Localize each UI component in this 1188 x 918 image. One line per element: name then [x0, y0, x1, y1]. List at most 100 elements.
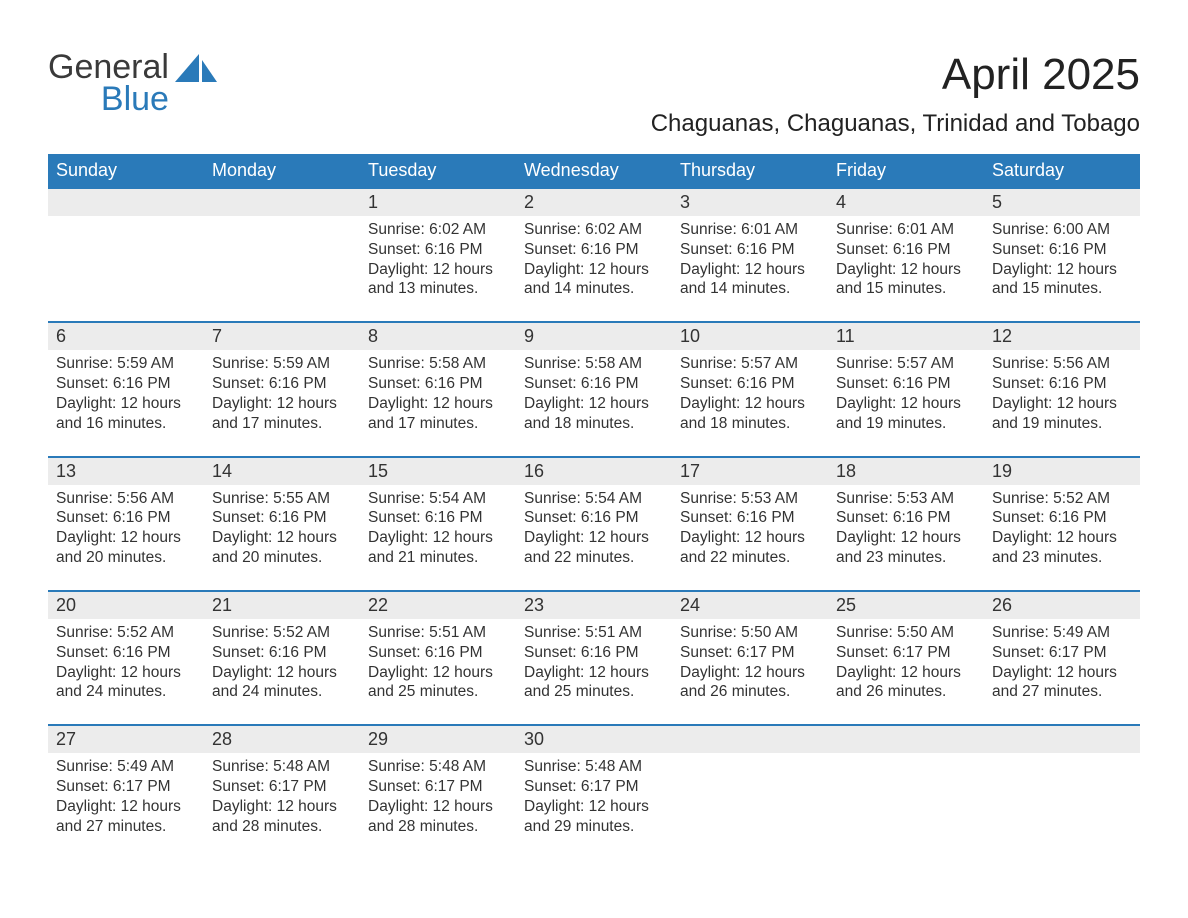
day-number-cell: 6 [48, 322, 204, 350]
sunrise-text: Sunrise: 6:02 AM [368, 220, 508, 240]
sunrise-text: Sunrise: 5:57 AM [680, 354, 820, 374]
day-number-cell: 7 [204, 322, 360, 350]
day-content-cell: Sunrise: 5:50 AMSunset: 6:17 PMDaylight:… [672, 619, 828, 725]
day-content-cell: Sunrise: 5:55 AMSunset: 6:16 PMDaylight:… [204, 485, 360, 591]
logo: General Blue [48, 50, 217, 116]
week-daynum-row: 12345 [48, 188, 1140, 216]
daylight-text: Daylight: 12 hours and 21 minutes. [368, 528, 508, 568]
week-daynum-row: 6789101112 [48, 322, 1140, 350]
day-number-cell: 23 [516, 591, 672, 619]
week-content-row: Sunrise: 5:49 AMSunset: 6:17 PMDaylight:… [48, 753, 1140, 858]
day-content-cell: Sunrise: 5:51 AMSunset: 6:16 PMDaylight:… [360, 619, 516, 725]
day-content-cell: Sunrise: 5:56 AMSunset: 6:16 PMDaylight:… [984, 350, 1140, 456]
sunset-text: Sunset: 6:16 PM [680, 240, 820, 260]
week-content-row: Sunrise: 5:56 AMSunset: 6:16 PMDaylight:… [48, 485, 1140, 591]
daylight-text: Daylight: 12 hours and 19 minutes. [836, 394, 976, 434]
day-content-cell: Sunrise: 5:57 AMSunset: 6:16 PMDaylight:… [828, 350, 984, 456]
day-number-cell: 11 [828, 322, 984, 350]
daylight-text: Daylight: 12 hours and 15 minutes. [836, 260, 976, 300]
sunset-text: Sunset: 6:16 PM [992, 508, 1132, 528]
sunset-text: Sunset: 6:16 PM [56, 374, 196, 394]
sunset-text: Sunset: 6:16 PM [212, 508, 352, 528]
day-number-cell: 4 [828, 188, 984, 216]
sunrise-text: Sunrise: 5:54 AM [368, 489, 508, 509]
weekday-header: Tuesday [360, 154, 516, 188]
daylight-text: Daylight: 12 hours and 23 minutes. [836, 528, 976, 568]
sunset-text: Sunset: 6:16 PM [368, 643, 508, 663]
day-number-cell: 17 [672, 457, 828, 485]
daylight-text: Daylight: 12 hours and 26 minutes. [836, 663, 976, 703]
sunrise-text: Sunrise: 5:50 AM [680, 623, 820, 643]
day-content-cell: Sunrise: 5:48 AMSunset: 6:17 PMDaylight:… [360, 753, 516, 858]
day-content-cell: Sunrise: 5:50 AMSunset: 6:17 PMDaylight:… [828, 619, 984, 725]
day-content-cell: Sunrise: 5:58 AMSunset: 6:16 PMDaylight:… [360, 350, 516, 456]
day-content-cell: Sunrise: 5:54 AMSunset: 6:16 PMDaylight:… [516, 485, 672, 591]
sunset-text: Sunset: 6:16 PM [992, 374, 1132, 394]
day-number-cell: 10 [672, 322, 828, 350]
week-daynum-row: 13141516171819 [48, 457, 1140, 485]
daylight-text: Daylight: 12 hours and 17 minutes. [212, 394, 352, 434]
sunset-text: Sunset: 6:17 PM [836, 643, 976, 663]
sunrise-text: Sunrise: 5:59 AM [212, 354, 352, 374]
sunrise-text: Sunrise: 5:48 AM [524, 757, 664, 777]
sunset-text: Sunset: 6:17 PM [680, 643, 820, 663]
day-content-cell [204, 216, 360, 322]
day-content-cell: Sunrise: 5:49 AMSunset: 6:17 PMDaylight:… [48, 753, 204, 858]
day-number-cell: 2 [516, 188, 672, 216]
week-daynum-row: 27282930 [48, 725, 1140, 753]
day-content-cell: Sunrise: 5:56 AMSunset: 6:16 PMDaylight:… [48, 485, 204, 591]
day-content-cell: Sunrise: 5:53 AMSunset: 6:16 PMDaylight:… [672, 485, 828, 591]
day-number-cell: 13 [48, 457, 204, 485]
daylight-text: Daylight: 12 hours and 20 minutes. [212, 528, 352, 568]
day-number-cell: 14 [204, 457, 360, 485]
day-content-cell: Sunrise: 5:59 AMSunset: 6:16 PMDaylight:… [48, 350, 204, 456]
sunrise-text: Sunrise: 5:50 AM [836, 623, 976, 643]
day-content-cell: Sunrise: 5:54 AMSunset: 6:16 PMDaylight:… [360, 485, 516, 591]
day-number-cell: 21 [204, 591, 360, 619]
calendar-body: 12345Sunrise: 6:02 AMSunset: 6:16 PMDayl… [48, 188, 1140, 859]
sunset-text: Sunset: 6:16 PM [56, 643, 196, 663]
sunrise-text: Sunrise: 5:48 AM [368, 757, 508, 777]
day-number-cell: 30 [516, 725, 672, 753]
daylight-text: Daylight: 12 hours and 25 minutes. [368, 663, 508, 703]
day-content-cell: Sunrise: 6:01 AMSunset: 6:16 PMDaylight:… [672, 216, 828, 322]
week-daynum-row: 20212223242526 [48, 591, 1140, 619]
sunset-text: Sunset: 6:16 PM [368, 240, 508, 260]
weekday-header: Monday [204, 154, 360, 188]
daylight-text: Daylight: 12 hours and 28 minutes. [212, 797, 352, 837]
daylight-text: Daylight: 12 hours and 27 minutes. [992, 663, 1132, 703]
sunset-text: Sunset: 6:16 PM [524, 240, 664, 260]
daylight-text: Daylight: 12 hours and 20 minutes. [56, 528, 196, 568]
daylight-text: Daylight: 12 hours and 14 minutes. [680, 260, 820, 300]
day-content-cell: Sunrise: 5:49 AMSunset: 6:17 PMDaylight:… [984, 619, 1140, 725]
sunset-text: Sunset: 6:16 PM [212, 643, 352, 663]
day-content-cell [828, 753, 984, 858]
sunrise-text: Sunrise: 5:51 AM [524, 623, 664, 643]
daylight-text: Daylight: 12 hours and 13 minutes. [368, 260, 508, 300]
daylight-text: Daylight: 12 hours and 17 minutes. [368, 394, 508, 434]
weekday-header: Sunday [48, 154, 204, 188]
page: General Blue April 2025 Chaguanas, Chagu… [0, 0, 1188, 899]
day-number-cell: 16 [516, 457, 672, 485]
daylight-text: Daylight: 12 hours and 18 minutes. [524, 394, 664, 434]
day-number-cell [828, 725, 984, 753]
day-content-cell: Sunrise: 5:57 AMSunset: 6:16 PMDaylight:… [672, 350, 828, 456]
sunset-text: Sunset: 6:16 PM [680, 374, 820, 394]
week-content-row: Sunrise: 6:02 AMSunset: 6:16 PMDaylight:… [48, 216, 1140, 322]
day-number-cell: 3 [672, 188, 828, 216]
day-content-cell: Sunrise: 6:00 AMSunset: 6:16 PMDaylight:… [984, 216, 1140, 322]
day-content-cell: Sunrise: 5:48 AMSunset: 6:17 PMDaylight:… [516, 753, 672, 858]
calendar-header-row: SundayMondayTuesdayWednesdayThursdayFrid… [48, 154, 1140, 188]
sunset-text: Sunset: 6:17 PM [524, 777, 664, 797]
day-number-cell: 29 [360, 725, 516, 753]
sunrise-text: Sunrise: 5:52 AM [56, 623, 196, 643]
logo-sail-icon [175, 54, 217, 89]
sunrise-text: Sunrise: 5:48 AM [212, 757, 352, 777]
day-content-cell [672, 753, 828, 858]
sunset-text: Sunset: 6:16 PM [680, 508, 820, 528]
day-number-cell: 9 [516, 322, 672, 350]
day-content-cell: Sunrise: 6:01 AMSunset: 6:16 PMDaylight:… [828, 216, 984, 322]
day-number-cell: 20 [48, 591, 204, 619]
day-number-cell: 19 [984, 457, 1140, 485]
sunrise-text: Sunrise: 5:55 AM [212, 489, 352, 509]
